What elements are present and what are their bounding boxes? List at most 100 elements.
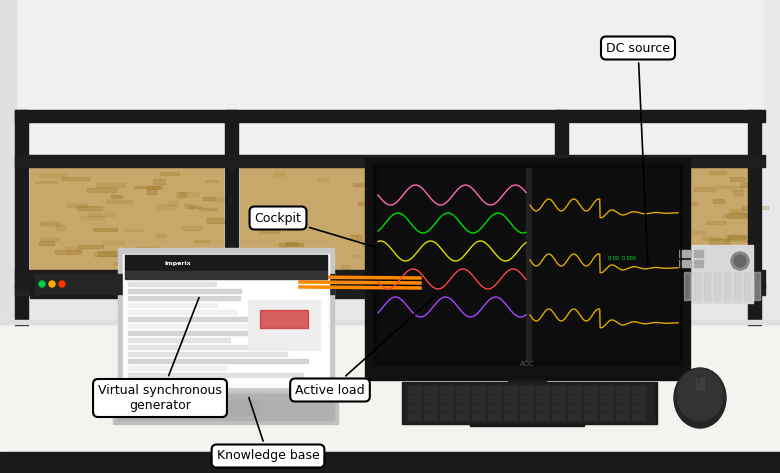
Bar <box>492 282 523 286</box>
Bar <box>126 228 143 231</box>
Bar <box>128 296 240 300</box>
Bar <box>605 174 624 178</box>
Bar <box>23 382 62 385</box>
Bar <box>644 180 674 183</box>
Bar <box>82 374 131 377</box>
Bar <box>469 429 485 435</box>
Bar <box>488 413 501 420</box>
Bar <box>472 404 485 411</box>
Bar <box>0 300 780 473</box>
Bar <box>263 366 304 370</box>
Bar <box>147 189 156 194</box>
Text: DC source: DC source <box>606 42 670 267</box>
Bar <box>25 464 37 469</box>
Bar <box>632 395 645 402</box>
Bar <box>35 274 305 294</box>
Bar <box>248 300 320 350</box>
Bar <box>440 395 453 402</box>
Bar <box>384 280 402 283</box>
Bar <box>39 241 54 245</box>
Bar <box>200 208 216 210</box>
Bar <box>570 167 747 285</box>
Bar <box>591 345 602 349</box>
Bar <box>664 176 679 178</box>
Bar <box>425 213 455 217</box>
Bar <box>547 216 563 220</box>
Bar <box>613 354 640 359</box>
Bar <box>486 258 496 262</box>
Bar <box>156 234 166 237</box>
Bar <box>616 395 629 402</box>
Bar <box>731 432 744 435</box>
Bar <box>436 248 454 252</box>
Text: AOC: AOC <box>519 361 534 367</box>
Bar <box>584 254 597 259</box>
Bar <box>442 439 488 442</box>
Bar <box>518 214 527 219</box>
Bar <box>703 236 722 240</box>
Bar <box>370 453 413 457</box>
Bar <box>204 420 217 424</box>
Bar <box>35 181 57 184</box>
Bar <box>664 272 670 300</box>
Bar <box>601 261 624 265</box>
Bar <box>504 395 517 402</box>
Bar <box>730 177 745 181</box>
Bar <box>734 272 740 300</box>
Bar <box>285 242 298 245</box>
Bar <box>458 178 484 182</box>
Bar <box>600 386 613 393</box>
Bar <box>101 241 124 245</box>
Bar <box>184 271 199 273</box>
Bar <box>279 248 301 253</box>
Bar <box>482 434 515 436</box>
Bar <box>636 371 655 376</box>
Bar <box>568 404 581 411</box>
Bar <box>682 412 730 417</box>
Bar <box>514 433 558 436</box>
Bar <box>137 275 161 279</box>
Bar <box>184 204 194 208</box>
Bar <box>156 364 170 368</box>
Bar <box>741 183 757 187</box>
Bar <box>433 436 452 442</box>
Bar <box>544 381 591 387</box>
Bar <box>15 285 765 295</box>
Bar <box>341 264 349 269</box>
Bar <box>207 218 236 223</box>
Bar <box>172 353 209 358</box>
Bar <box>575 245 587 249</box>
Bar <box>412 250 434 253</box>
Bar <box>748 110 761 325</box>
Bar <box>55 250 80 254</box>
Bar <box>128 359 308 363</box>
Bar <box>694 187 714 191</box>
Bar <box>652 193 668 197</box>
Bar <box>398 266 420 268</box>
Ellipse shape <box>677 369 723 421</box>
Bar <box>37 470 64 473</box>
Bar <box>285 394 324 397</box>
Ellipse shape <box>674 368 726 428</box>
Bar <box>157 205 176 209</box>
Bar <box>452 354 498 357</box>
Bar <box>704 272 710 300</box>
Bar <box>440 173 461 178</box>
Bar <box>521 423 550 427</box>
Bar <box>602 201 614 203</box>
Bar <box>727 213 746 218</box>
Bar <box>402 382 657 424</box>
Bar <box>526 168 531 361</box>
Bar <box>127 259 149 263</box>
Bar <box>600 250 622 252</box>
Bar <box>757 366 780 370</box>
Bar <box>459 194 470 196</box>
Bar <box>480 373 491 378</box>
Bar <box>533 265 547 269</box>
Bar <box>275 271 294 276</box>
Bar <box>623 433 644 438</box>
Bar <box>713 199 725 203</box>
Bar <box>587 363 633 368</box>
Bar <box>365 158 690 380</box>
Bar <box>692 231 705 234</box>
